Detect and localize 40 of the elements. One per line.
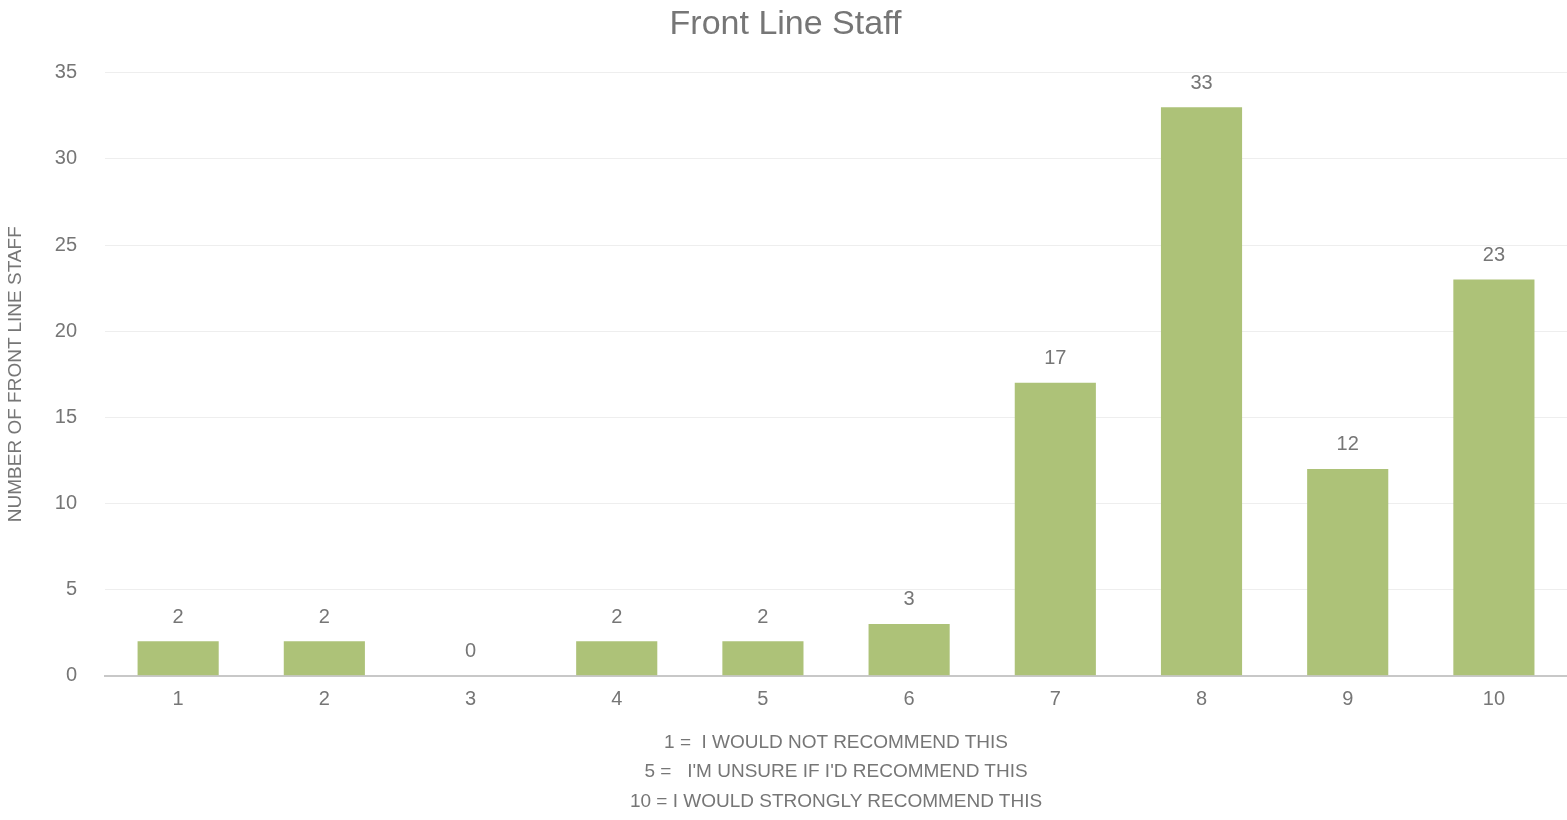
y-tick-label: 25 — [54, 232, 78, 255]
y-tick-label: 30 — [54, 146, 78, 169]
x-tick-label: 2 — [318, 687, 330, 710]
x-tick-label: 6 — [903, 687, 915, 710]
bar — [1014, 382, 1096, 676]
y-tick-label: 20 — [54, 318, 78, 341]
y-tick-label: 5 — [65, 577, 78, 600]
data-label: 0 — [464, 639, 477, 662]
x-tick-label: 1 — [172, 687, 184, 710]
x-tick-label: 8 — [1195, 687, 1208, 710]
data-label: 2 — [318, 604, 330, 627]
bar — [1160, 107, 1243, 676]
bar — [1307, 468, 1389, 676]
x-tick-label: 7 — [1049, 687, 1061, 710]
y-axis-title: NUMBER OF FRONT LINE STAFF — [3, 226, 25, 523]
data-label: 17 — [1044, 346, 1067, 369]
data-label: 3 — [903, 587, 915, 610]
y-tick-label: 0 — [65, 663, 78, 686]
data-label: 33 — [1190, 70, 1213, 93]
bar — [868, 623, 950, 676]
y-tick-label: 15 — [54, 404, 78, 427]
x-tick-label: 4 — [611, 687, 623, 710]
bar — [722, 641, 804, 676]
data-label: 2 — [757, 604, 769, 627]
data-label: 2 — [172, 604, 184, 627]
data-label: 23 — [1482, 243, 1506, 266]
data-label: 12 — [1336, 432, 1359, 455]
x-tick-label: 10 — [1482, 687, 1506, 710]
y-tick-label: 35 — [54, 60, 78, 83]
y-tick-label: 10 — [54, 490, 78, 513]
bar — [1453, 279, 1535, 676]
x-tick-label: 3 — [464, 687, 477, 710]
bar — [576, 641, 658, 676]
data-label: 2 — [611, 604, 623, 627]
x-tick-label: 9 — [1342, 687, 1354, 710]
bar — [283, 641, 365, 676]
bar — [137, 641, 219, 676]
x-axis-title: 1 = I WOULD NOT RECOMMEND THIS 5 = I'M UNSURE IF I'D RECOMMEND THIS 10 = I WOULD STRONGLY RECOMMEND THIS — [629, 730, 1043, 811]
x-tick-label: 5 — [757, 687, 769, 710]
chart-title: Front Line Staff — [669, 2, 902, 41]
